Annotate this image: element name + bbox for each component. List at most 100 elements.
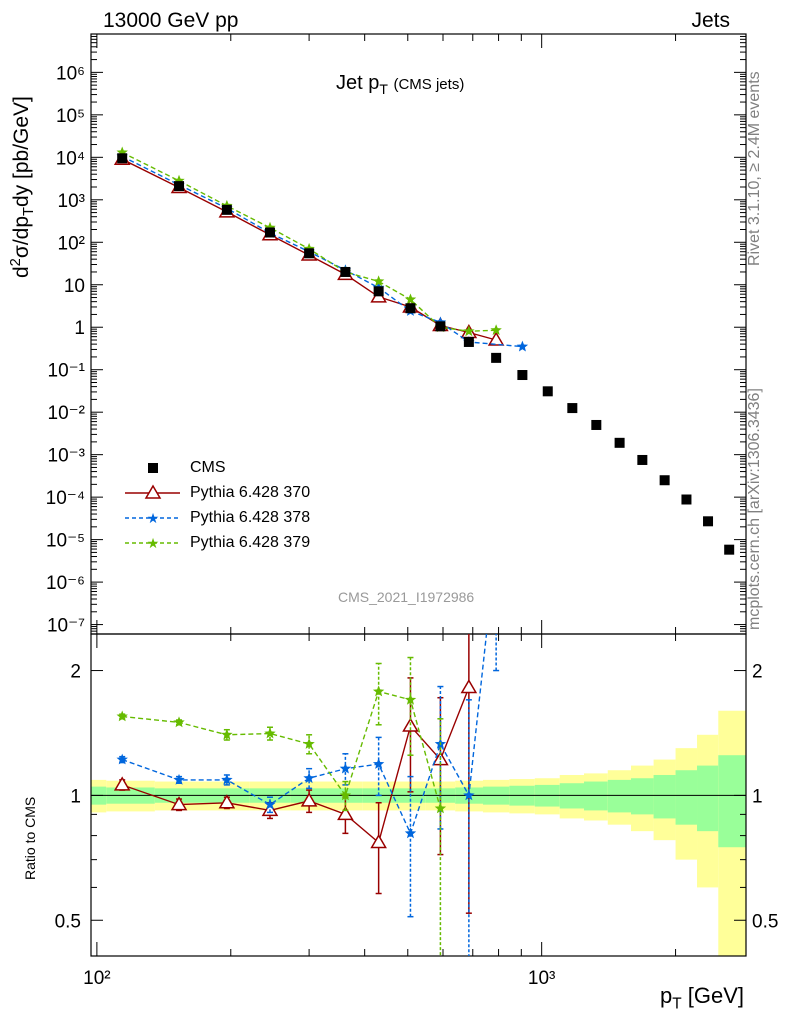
legend-symbol-cms: [148, 462, 158, 473]
y-tick-label: 10²: [58, 233, 85, 254]
band-inner-bin: [697, 765, 719, 832]
data-point: [221, 204, 232, 215]
y-tick-label: 10⁶: [56, 63, 85, 84]
series-line: [121, 151, 497, 333]
ratio-point: [463, 789, 475, 801]
legend-label-cms: CMS: [190, 458, 226, 476]
series-pythia-6-428-379: [116, 146, 502, 337]
data-point: [724, 544, 735, 555]
data-point: [117, 153, 128, 164]
ratio-series: [113, 540, 501, 956]
ratio-tick-label: 2: [752, 662, 763, 683]
data-point: [174, 181, 185, 192]
ratio-point: [264, 727, 276, 739]
data-point: [567, 403, 578, 414]
data-point: [491, 352, 502, 363]
legend-symbol-pythia-370: [125, 484, 180, 499]
ratio-point: [303, 738, 315, 749]
data-point: [373, 286, 384, 297]
ratio-point: [116, 710, 128, 722]
band-inner-bin: [631, 778, 654, 815]
x-axis-label: pT [GeV]: [659, 983, 744, 1013]
band-inner-bin: [607, 779, 632, 813]
collision-energy-label: 13000 GeV pp: [103, 9, 239, 32]
data-point: [405, 303, 416, 314]
data-point: [681, 494, 692, 505]
y-axis-label: d2σ/dpTdy [pb/GeV]: [8, 96, 38, 278]
ratio-line: [121, 687, 470, 844]
plot-title-sub: T: [379, 81, 388, 97]
ratio-panel: 10² 10³ 0.5 0.5 1 1 2 2: [55, 540, 778, 989]
legend: CMS Pythia 6.428 370 ★ Pythia 6.428 378 …: [120, 455, 310, 555]
y-tick-label: 10: [64, 276, 85, 297]
y-tick-label: 10⁻⁶: [46, 573, 85, 594]
uncertainty-bands: [91, 710, 746, 956]
ratio-point: [113, 776, 131, 791]
data-point: [340, 266, 351, 277]
ratio-point: [490, 540, 501, 551]
y-tick-label: 10³: [58, 191, 85, 212]
legend-symbol-pythia-378: ★: [125, 510, 180, 526]
legend-entry-cms: CMS: [120, 455, 310, 480]
data-point: [264, 227, 275, 238]
mcplots-reference-label: mcplots.cern.ch [arXiv:1306.3436]: [746, 388, 763, 630]
ratio-point: [372, 685, 385, 697]
ratio-point: [173, 773, 185, 785]
ratio-point: [116, 753, 128, 765]
y-tick-label: 10⁵: [56, 106, 85, 127]
y-tick-label: 10⁻⁷: [47, 616, 85, 637]
y-tick-label: 10⁻²: [48, 403, 86, 424]
ratio-point: [170, 796, 188, 811]
y-tick-label: 10⁻⁴: [46, 488, 85, 509]
data-point: [703, 516, 714, 527]
ratio-point: [264, 798, 276, 810]
rivet-version-label: Rivet 3.1.10, ≥ 2.4M events: [746, 71, 763, 266]
band-inner-bin: [583, 781, 608, 811]
y-tick-label: 10⁻³: [48, 446, 86, 467]
x-ticks: 10² 10³: [83, 634, 677, 989]
ratio-point: [404, 827, 417, 839]
data-point: [637, 454, 648, 465]
data-point: [517, 370, 528, 381]
main-y-ticks: 10⁻⁷ 10⁻⁶ 10⁻⁵ 10⁻⁴ 10⁻³ 10⁻² 10⁻¹ 1 10 10² 10³ 10⁴…: [46, 33, 746, 637]
data-point: [516, 340, 529, 352]
ratio-line: [122, 690, 442, 809]
legend-symbol-pythia-379: ★: [125, 535, 180, 551]
svg-text:★: ★: [147, 510, 160, 526]
data-point: [116, 146, 128, 158]
main-panel: 10⁻⁷ 10⁻⁶ 10⁻⁵ 10⁻⁴ 10⁻³ 10⁻² 10⁻¹ 1 10 10² 10³ 10⁴…: [46, 33, 747, 637]
ratio-point: [372, 758, 385, 769]
svg-text:★: ★: [147, 535, 160, 551]
y-tick-label: 10⁻⁵: [46, 531, 85, 552]
data-point: [303, 242, 315, 254]
ratio-tick-label: 2: [70, 662, 81, 683]
ratio-point: [221, 773, 233, 785]
data-point: [372, 275, 385, 287]
legend-label-pythia-379: Pythia 6.428 379: [190, 533, 311, 551]
ratio-tick-label: 0.5: [55, 911, 81, 932]
y-tick-label: 10⁻¹: [48, 361, 86, 382]
data-point: [542, 386, 553, 397]
y-tick-label: 10⁴: [56, 148, 85, 169]
ratio-point: [460, 679, 478, 694]
data-point: [591, 419, 602, 430]
ratio-tick-label: 1: [70, 786, 81, 807]
legend-entry-pythia-378: ★ Pythia 6.428 378: [120, 505, 310, 530]
ratio-point: [173, 716, 185, 728]
legend-label-pythia-370: Pythia 6.428 370: [190, 483, 311, 501]
plot-title: Jet pT (CMS jets): [336, 72, 464, 97]
data-point: [490, 324, 502, 336]
ratio-point: [303, 772, 315, 784]
data-point: [463, 325, 475, 337]
category-label: Jets: [691, 9, 730, 32]
data-point: [435, 321, 446, 332]
ratio-axis-label: Ratio to CMS: [22, 796, 38, 880]
analysis-id-label: CMS_2021_I1972986: [338, 589, 475, 605]
ratio-point: [434, 802, 447, 814]
x-tick-label: 10³: [528, 968, 555, 989]
data-point: [304, 248, 315, 259]
ratio-point: [339, 789, 352, 801]
data-point: [614, 437, 625, 448]
ratio-point: [300, 792, 318, 807]
